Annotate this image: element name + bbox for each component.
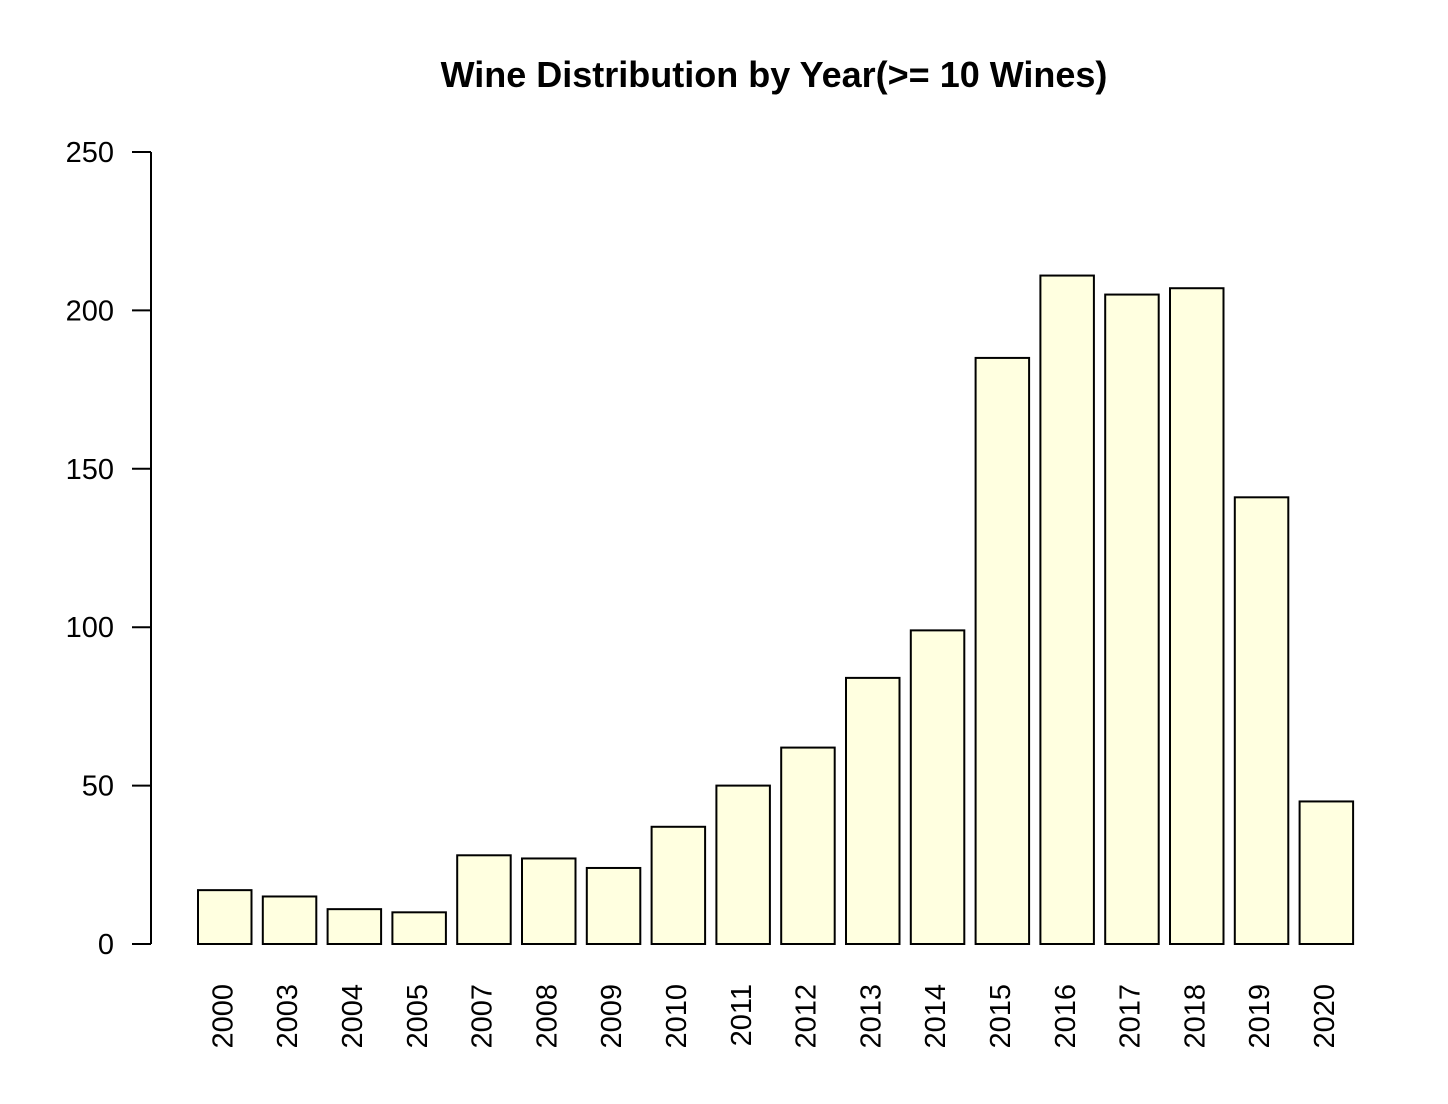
x-tick-label: 2015 xyxy=(985,984,1017,1049)
bar-2017 xyxy=(1104,293,1160,945)
x-tick-label: 2000 xyxy=(207,984,239,1049)
bar-2010 xyxy=(650,825,707,945)
y-tick-label: 50 xyxy=(82,771,114,803)
x-tick-label: 2018 xyxy=(1179,984,1211,1049)
bar-2000 xyxy=(197,889,253,945)
x-tick-label: 2005 xyxy=(402,984,434,1049)
y-tick-label: 200 xyxy=(66,295,114,327)
y-tick-label: 150 xyxy=(66,454,114,486)
chart-title: Wine Distribution by Year(>= 10 Wines) xyxy=(441,54,1108,95)
y-tick-label: 100 xyxy=(66,612,114,644)
bar-2013 xyxy=(845,676,901,945)
bars xyxy=(197,274,1355,946)
bar-2005 xyxy=(391,911,447,946)
bar-2011 xyxy=(715,784,771,945)
x-tick-label: 2009 xyxy=(596,984,628,1049)
bar-2020 xyxy=(1298,800,1355,945)
x-tick-label: 2010 xyxy=(661,984,693,1049)
x-tick-label: 2008 xyxy=(531,984,563,1049)
bar-2019 xyxy=(1233,496,1290,945)
x-tick-label: 2011 xyxy=(726,984,758,1046)
x-tick-label: 2020 xyxy=(1309,984,1341,1049)
y-tick-label: 250 xyxy=(66,137,114,169)
bar-2007 xyxy=(456,854,512,946)
x-tick-label: 2007 xyxy=(467,984,499,1049)
x-tick-label: 2014 xyxy=(920,984,952,1049)
y-axis: 0 50 100 150 200 250 xyxy=(66,137,152,961)
x-tick-label: 2003 xyxy=(272,984,304,1049)
x-axis-labels: 2000 2003 2004 2005 2007 2008 2009 2010 2011 2012… xyxy=(207,984,1341,1049)
bar-2008 xyxy=(521,857,577,945)
x-tick-label: 2019 xyxy=(1244,984,1276,1049)
bar-2016 xyxy=(1039,274,1095,945)
bar-2004 xyxy=(326,908,383,945)
x-tick-label: 2017 xyxy=(1115,984,1147,1049)
x-tick-label: 2013 xyxy=(855,984,887,1049)
bar-2018 xyxy=(1169,287,1225,945)
x-tick-label: 2012 xyxy=(791,984,823,1049)
bar-2012 xyxy=(780,746,836,945)
bar-2009 xyxy=(585,866,642,946)
x-tick-label: 2004 xyxy=(337,984,369,1049)
y-tick-label: 0 xyxy=(98,929,114,961)
bar-2003 xyxy=(261,895,318,945)
bar-2015 xyxy=(974,356,1031,946)
bar-2014 xyxy=(909,629,966,945)
x-tick-label: 2016 xyxy=(1050,984,1082,1049)
